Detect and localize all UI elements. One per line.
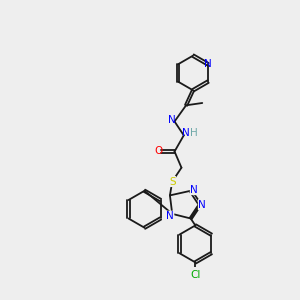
Text: N: N: [204, 59, 212, 69]
Text: N: N: [198, 200, 206, 210]
Text: H: H: [190, 128, 198, 138]
Text: N: N: [190, 184, 198, 195]
Text: O: O: [154, 146, 163, 157]
Text: N: N: [182, 128, 190, 138]
Text: N: N: [168, 115, 176, 125]
Text: S: S: [169, 176, 175, 187]
Text: N: N: [166, 211, 174, 221]
Text: Cl: Cl: [190, 270, 200, 280]
